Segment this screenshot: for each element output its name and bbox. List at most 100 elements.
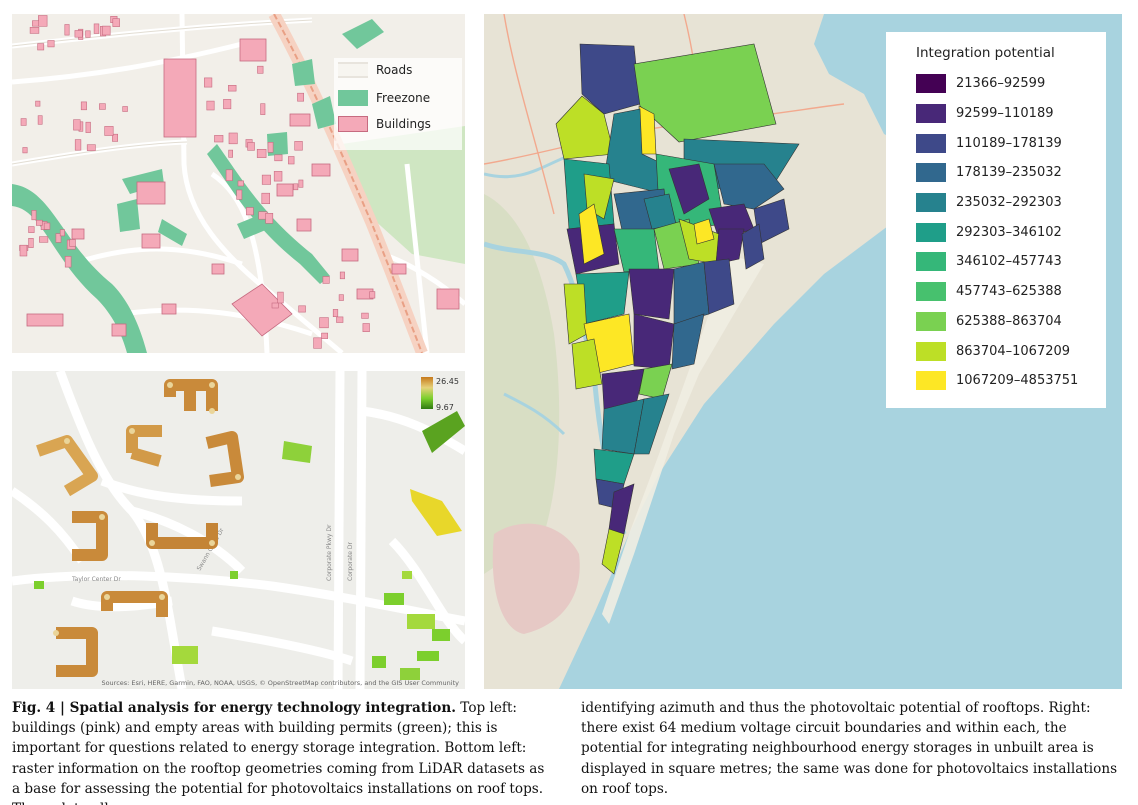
integration-legend: Integration potential 21366–92599 92599–… (886, 32, 1106, 408)
legend-label: 346102–457743 (956, 254, 1062, 270)
small-building (35, 219, 43, 226)
small-building (31, 210, 37, 221)
caption-text-right: identifying azimuth and thus the photovo… (581, 700, 1118, 797)
figure-heading: Spatial analysis for energy technology i… (69, 700, 456, 716)
street-labels: Post Office Dr Taylor Center Dr Swann Ci… (68, 441, 354, 584)
legend-item: 92599–110189 (916, 99, 1078, 129)
small-building (361, 312, 369, 319)
small-building (214, 135, 224, 143)
small-building (74, 139, 82, 151)
small-building (273, 171, 283, 182)
legend-title: Integration potential (916, 45, 1055, 61)
legend-swatch (916, 163, 946, 183)
rooftop-rasters (36, 379, 244, 677)
small-building (39, 236, 49, 243)
small-building (313, 337, 322, 349)
road-edges (12, 19, 313, 165)
small-building (93, 23, 100, 34)
small-building (319, 317, 329, 329)
caption-text-left: Top left: buildings (pink) and empty are… (12, 700, 545, 805)
small-building (204, 77, 213, 88)
small-building (237, 180, 244, 187)
circuit-map-canvas (484, 14, 954, 689)
small-building (43, 222, 51, 230)
small-building (85, 121, 91, 133)
freezone-swatch (338, 90, 368, 106)
legend-label: 457743–625388 (956, 284, 1062, 300)
small-building (322, 276, 330, 284)
small-building (225, 169, 233, 182)
legend-roads-label: Roads (376, 63, 413, 77)
small-building (336, 316, 344, 323)
legend-swatch (916, 222, 946, 242)
small-building (339, 271, 345, 280)
small-building (102, 25, 111, 36)
legend-item: 346102–457743 (916, 247, 1078, 277)
legend-swatch (916, 193, 946, 213)
small-building (86, 144, 96, 151)
height-scale-bar (421, 377, 433, 409)
legend-freezone: Freezone (338, 88, 430, 108)
legend-item: 457743–625388 (916, 277, 1078, 307)
urban-area (492, 523, 580, 634)
small-building (271, 302, 279, 309)
legend-roads: Roads (338, 60, 412, 80)
scale-max-label: 26.45 (436, 377, 459, 386)
legend-list: 21366–92599 92599–110189 110189–178139 1… (916, 69, 1078, 396)
legend-item: 625388–863704 (916, 307, 1078, 337)
small-building (112, 133, 119, 142)
small-building (288, 156, 295, 165)
legend-label: 1067209–4853751 (956, 373, 1079, 389)
small-building (321, 332, 328, 339)
small-building (59, 229, 65, 237)
map-attribution: Sources: Esri, HERE, Garmin, FAO, NOAA, … (101, 679, 459, 687)
small-building (228, 85, 237, 92)
buildings-freezone-map: Roads Freezone Buildings (12, 14, 465, 353)
small-buildings (19, 15, 376, 349)
legend-label: 110189–178139 (956, 135, 1062, 151)
tl-legend: Roads Freezone Buildings (334, 58, 462, 150)
small-building (228, 132, 238, 145)
legend-swatch (916, 311, 946, 331)
small-building (206, 100, 215, 111)
legend-swatch (916, 133, 946, 153)
barrier-beach (602, 254, 764, 624)
small-building (99, 103, 106, 110)
legend-swatch (916, 74, 946, 94)
park-area (342, 126, 465, 264)
legend-swatch (916, 371, 946, 391)
rooftop-highlights (53, 382, 241, 636)
small-building (85, 30, 91, 38)
figure-label: Fig. 4 | (12, 700, 70, 716)
small-building (37, 115, 43, 125)
rooftop-map-canvas: Post Office Dr Taylor Center Dr Swann Ci… (12, 371, 465, 689)
small-building (256, 149, 267, 158)
small-building (38, 15, 48, 27)
small-building (37, 43, 45, 51)
small-building (64, 24, 70, 36)
legend-item: 21366–92599 (916, 69, 1078, 99)
small-building (28, 226, 35, 233)
small-building (228, 149, 233, 158)
legend-item: 235032–292303 (916, 188, 1078, 218)
legend-buildings: Buildings (338, 114, 431, 134)
small-building (55, 233, 62, 243)
small-building (274, 154, 283, 162)
marsh-area (484, 194, 560, 574)
small-building (298, 305, 306, 313)
small-building (22, 147, 28, 154)
legend-label: 863704–1067209 (956, 343, 1071, 359)
small-building (260, 103, 266, 115)
building-swatch (338, 116, 368, 132)
small-building (74, 30, 83, 38)
circuit-boundaries (555, 43, 800, 575)
small-building (338, 294, 344, 301)
small-building (19, 244, 28, 257)
small-building (104, 126, 114, 136)
buildings-map-canvas (12, 14, 465, 353)
legend-label: 625388–863704 (956, 313, 1062, 329)
street-label-3: Corporate Pkwy Dr (326, 524, 333, 581)
legend-item: 1067209–4853751 (916, 366, 1078, 396)
legend-swatch (916, 104, 946, 124)
small-building (236, 189, 243, 200)
